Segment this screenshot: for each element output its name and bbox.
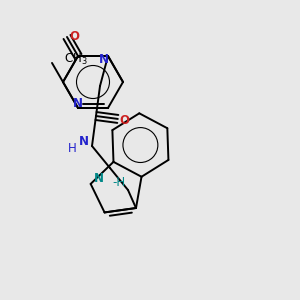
Text: N: N <box>99 52 109 65</box>
Text: H: H <box>68 142 76 154</box>
Text: O: O <box>69 31 79 44</box>
Text: -H: -H <box>113 176 126 189</box>
Text: N: N <box>94 172 104 185</box>
Text: CH$_3$: CH$_3$ <box>64 52 88 68</box>
Text: O: O <box>120 114 130 128</box>
Text: N: N <box>73 98 83 110</box>
Text: N: N <box>79 134 89 148</box>
